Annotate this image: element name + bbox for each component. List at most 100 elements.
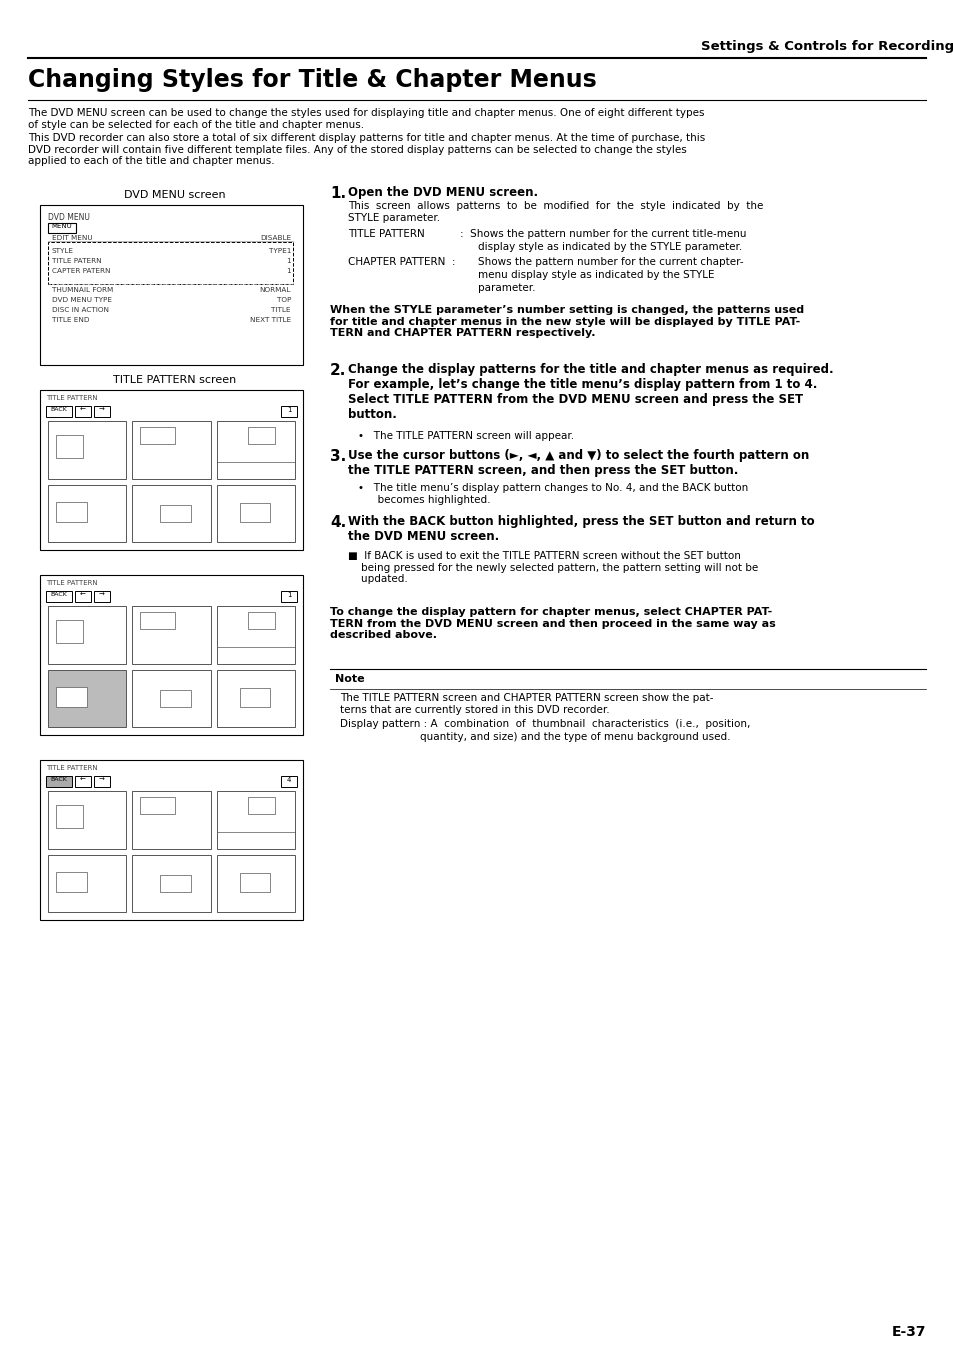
- Text: BACK: BACK: [51, 592, 68, 597]
- Text: 1: 1: [287, 592, 291, 598]
- Text: TOP: TOP: [276, 297, 291, 303]
- Text: Settings & Controls for Recording: Settings & Controls for Recording: [700, 41, 953, 53]
- Text: :  Shows the pattern number for the current title-menu: : Shows the pattern number for the curre…: [459, 230, 745, 239]
- Text: NEXT TITLE: NEXT TITLE: [250, 317, 291, 323]
- Bar: [40, 205, 303, 365]
- Bar: [48, 854, 126, 912]
- Text: •   The title menu’s display pattern changes to No. 4, and the BACK button
     : • The title menu’s display pattern chang…: [357, 484, 747, 505]
- Bar: [46, 590, 71, 603]
- Text: BACK: BACK: [51, 407, 68, 412]
- Text: Note: Note: [335, 674, 364, 684]
- Text: CHAPTER PATTERN  :: CHAPTER PATTERN :: [348, 257, 455, 267]
- Text: This  screen  allows  patterns  to  be  modified  for  the  style  indicated  by: This screen allows patterns to be modifi…: [348, 201, 762, 223]
- Text: quantity, and size) and the type of menu background used.: quantity, and size) and the type of menu…: [419, 732, 730, 742]
- Text: To change the display pattern for chapter menus, select CHAPTER PAT-
TERN from t: To change the display pattern for chapte…: [330, 607, 775, 640]
- Text: NORMAL: NORMAL: [259, 286, 291, 293]
- Bar: [159, 505, 191, 521]
- Bar: [48, 223, 76, 232]
- Bar: [40, 761, 303, 920]
- Bar: [132, 670, 211, 727]
- Bar: [56, 871, 87, 892]
- Bar: [40, 576, 303, 735]
- Bar: [216, 485, 294, 542]
- Bar: [56, 686, 87, 707]
- Bar: [75, 590, 91, 603]
- Text: When the STYLE parameter’s number setting is changed, the patterns used
for titl: When the STYLE parameter’s number settin…: [330, 305, 803, 338]
- Text: DVD MENU: DVD MENU: [48, 213, 90, 222]
- Text: ←: ←: [80, 777, 86, 784]
- Bar: [94, 590, 110, 603]
- Bar: [132, 485, 211, 542]
- Text: display style as indicated by the STYLE parameter.: display style as indicated by the STYLE …: [477, 242, 741, 253]
- Bar: [159, 874, 191, 892]
- Bar: [48, 242, 293, 284]
- Bar: [132, 607, 211, 663]
- Bar: [48, 790, 126, 848]
- Text: With the BACK button highlighted, press the SET button and return to
the DVD MEN: With the BACK button highlighted, press …: [348, 515, 814, 543]
- Text: •   The TITLE PATTERN screen will appear.: • The TITLE PATTERN screen will appear.: [357, 431, 574, 440]
- Bar: [94, 775, 110, 788]
- Text: DVD MENU screen: DVD MENU screen: [124, 190, 226, 200]
- Text: Changing Styles for Title & Chapter Menus: Changing Styles for Title & Chapter Menu…: [28, 68, 597, 92]
- Bar: [48, 607, 126, 663]
- Bar: [140, 612, 175, 630]
- Bar: [248, 797, 275, 815]
- Text: TITLE PATTERN: TITLE PATTERN: [46, 580, 97, 586]
- Bar: [140, 427, 175, 444]
- Text: 1: 1: [287, 407, 291, 413]
- Bar: [48, 485, 126, 542]
- Bar: [132, 790, 211, 848]
- Text: E-37: E-37: [890, 1325, 925, 1339]
- Text: 1: 1: [286, 258, 291, 263]
- Text: TITLE PATTERN screen: TITLE PATTERN screen: [113, 376, 236, 385]
- Text: TYPE1: TYPE1: [269, 249, 291, 254]
- Bar: [46, 775, 71, 788]
- Text: →: →: [99, 407, 105, 413]
- Text: 2.: 2.: [330, 363, 346, 378]
- Text: ←: ←: [80, 592, 86, 598]
- Text: Display pattern : A  combination  of  thumbnail  characteristics  (i.e.,  positi: Display pattern : A combination of thumb…: [339, 719, 750, 730]
- Text: MENU: MENU: [51, 223, 72, 230]
- Bar: [75, 775, 91, 788]
- Bar: [46, 407, 71, 417]
- Bar: [281, 407, 296, 417]
- Bar: [48, 670, 126, 727]
- Text: Shows the pattern number for the current chapter-: Shows the pattern number for the current…: [477, 257, 742, 267]
- Text: →: →: [99, 777, 105, 784]
- Text: Change the display patterns for the title and chapter menus as required.
For exa: Change the display patterns for the titl…: [348, 363, 833, 422]
- Bar: [159, 689, 191, 707]
- Bar: [216, 670, 294, 727]
- Text: 3.: 3.: [330, 449, 346, 463]
- Bar: [56, 620, 83, 643]
- Text: BACK: BACK: [51, 777, 68, 782]
- Text: TITLE END: TITLE END: [52, 317, 90, 323]
- Text: DISC IN ACTION: DISC IN ACTION: [52, 307, 109, 313]
- Text: DISABLE: DISABLE: [259, 235, 291, 240]
- Text: →: →: [99, 592, 105, 598]
- Text: 4.: 4.: [330, 515, 346, 530]
- Text: TITLE: TITLE: [272, 307, 291, 313]
- Text: parameter.: parameter.: [477, 282, 535, 293]
- Text: The TITLE PATTERN screen and CHAPTER PATTERN screen show the pat-
terns that are: The TITLE PATTERN screen and CHAPTER PAT…: [339, 693, 713, 715]
- Text: This DVD recorder can also store a total of six different display patterns for t: This DVD recorder can also store a total…: [28, 132, 704, 166]
- Text: CAPTER PATERN: CAPTER PATERN: [52, 267, 111, 274]
- Bar: [240, 874, 270, 892]
- Text: ←: ←: [80, 407, 86, 413]
- Text: 1: 1: [286, 267, 291, 274]
- Bar: [56, 501, 87, 521]
- Bar: [132, 422, 211, 478]
- Bar: [240, 504, 270, 521]
- Bar: [94, 407, 110, 417]
- Bar: [56, 435, 83, 458]
- Text: STYLE: STYLE: [52, 249, 74, 254]
- Bar: [216, 422, 294, 478]
- Text: ■  If BACK is used to exit the TITLE PATTERN screen without the SET button
    b: ■ If BACK is used to exit the TITLE PATT…: [348, 551, 758, 584]
- Bar: [40, 390, 303, 550]
- Bar: [56, 805, 83, 828]
- Bar: [248, 427, 275, 444]
- Bar: [48, 422, 126, 478]
- Bar: [216, 854, 294, 912]
- Text: The DVD MENU screen can be used to change the styles used for displaying title a: The DVD MENU screen can be used to chang…: [28, 108, 703, 130]
- Text: 1.: 1.: [330, 186, 346, 201]
- Text: menu display style as indicated by the STYLE: menu display style as indicated by the S…: [477, 270, 714, 280]
